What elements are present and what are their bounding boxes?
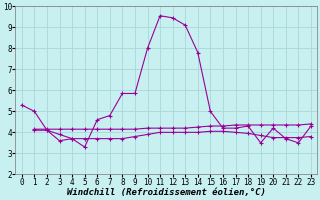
X-axis label: Windchill (Refroidissement éolien,°C): Windchill (Refroidissement éolien,°C) [67, 188, 266, 197]
